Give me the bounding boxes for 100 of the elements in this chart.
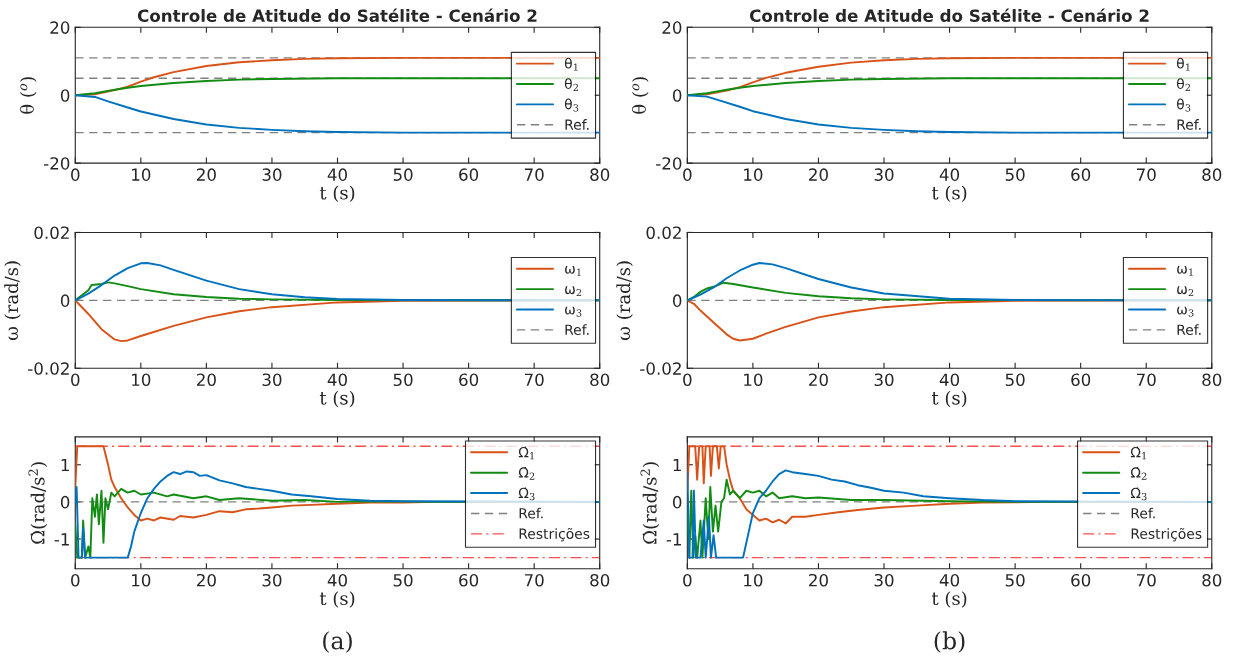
y-tick-label: 20 bbox=[662, 21, 682, 34]
x-tick-label: 60 bbox=[459, 168, 479, 181]
x-tick-label: 30 bbox=[874, 373, 894, 387]
y-tick-label: -1 bbox=[666, 533, 681, 546]
y-axis-title: θ ($^{o}$) bbox=[631, 77, 649, 114]
x-axis-title: t (s) bbox=[931, 390, 967, 408]
legend-label: Ω̇$_{3}$ bbox=[1130, 487, 1147, 501]
x-tick-label: 40 bbox=[327, 573, 347, 587]
x-tick-label: 50 bbox=[1005, 573, 1025, 587]
x-tick-label: 20 bbox=[197, 168, 216, 181]
y-tick-label: 0 bbox=[60, 294, 70, 307]
y-axis-title: Ω̇(rad/s$^{2}$) bbox=[28, 462, 48, 544]
x-axis-title: t (s) bbox=[319, 185, 355, 203]
x-tick-label: 10 bbox=[132, 573, 151, 587]
legend-label: Ω̇$_{1}$ bbox=[1130, 446, 1146, 460]
x-tick-label: 20 bbox=[197, 573, 216, 587]
x-tick-label: 40 bbox=[939, 373, 960, 387]
ref-line-label: Ref. bbox=[1131, 507, 1155, 519]
x-tick-label: 20 bbox=[809, 373, 828, 387]
x-tick-label: 50 bbox=[393, 573, 413, 587]
x-tick-label: 40 bbox=[939, 168, 960, 181]
x-tick-label: 10 bbox=[132, 168, 151, 181]
y-tick-label: 0 bbox=[672, 89, 682, 102]
x-tick-label: 80 bbox=[1202, 373, 1222, 387]
x-tick-label: 60 bbox=[1071, 373, 1091, 387]
legend-label: Ω̇$_{2}$ bbox=[518, 467, 535, 480]
x-tick-label: 60 bbox=[1071, 168, 1091, 181]
x-tick-label: 60 bbox=[459, 373, 479, 387]
x-tick-label: 70 bbox=[524, 573, 544, 587]
legend-label: ω$_{3}$ bbox=[1177, 306, 1194, 317]
legend-label: Ω̇$_{2}$ bbox=[1130, 467, 1147, 480]
y-tick-label: -0.02 bbox=[28, 362, 69, 375]
y-axis-title: ω (rad/s) bbox=[4, 261, 21, 340]
x-tick-label: 70 bbox=[1136, 373, 1156, 387]
legend-label: θ$_{1}$ bbox=[1176, 57, 1190, 71]
y-tick-label: 0.02 bbox=[34, 226, 69, 239]
x-tick-label: 50 bbox=[393, 168, 413, 181]
chart-title: Controle de Atitude do Satélite - Cenário 2 bbox=[137, 8, 537, 22]
x-tick-label: 80 bbox=[590, 168, 610, 181]
x-tick-label: 50 bbox=[393, 373, 413, 387]
text: (a) bbox=[323, 631, 352, 653]
x-axis-title: t (s) bbox=[319, 591, 355, 608]
legend-label: ω$_{1}$ bbox=[1177, 265, 1193, 276]
y-tick-label: -20 bbox=[656, 157, 682, 170]
x-axis-title: t (s) bbox=[931, 185, 967, 203]
legend-label: ω$_{1}$ bbox=[565, 265, 581, 276]
legend-label: Ref. bbox=[565, 324, 589, 335]
x-tick-label: 0 bbox=[683, 573, 692, 587]
x-tick-label: 30 bbox=[262, 168, 282, 181]
x-tick-label: 70 bbox=[524, 168, 544, 181]
x-tick-label: 80 bbox=[1202, 168, 1222, 181]
legend-label: θ$_{2}$ bbox=[564, 78, 578, 92]
y-tick-label: 1 bbox=[673, 458, 681, 472]
legend-label: Ω̇$_{3}$ bbox=[518, 487, 535, 501]
y-tick-label: 1 bbox=[61, 458, 69, 472]
x-tick-label: 0 bbox=[71, 168, 80, 181]
x-tick-label: 0 bbox=[683, 373, 692, 387]
x-tick-label: 50 bbox=[1005, 373, 1025, 387]
x-tick-label: 0 bbox=[683, 168, 692, 181]
legend-label: Restrições bbox=[1131, 527, 1202, 542]
x-tick-label: 40 bbox=[939, 573, 960, 587]
x-tick-label: 60 bbox=[459, 573, 479, 587]
x-axis-title: t (s) bbox=[931, 591, 967, 608]
x-tick-label: 10 bbox=[744, 373, 763, 387]
legend-label: Ref. bbox=[1177, 119, 1201, 130]
y-tick-label: 0 bbox=[60, 495, 70, 509]
legend-label: θ$_{1}$ bbox=[564, 57, 578, 71]
text: (b) bbox=[934, 631, 965, 653]
x-tick-label: 70 bbox=[1136, 573, 1156, 587]
legend-label: θ$_{3}$ bbox=[564, 98, 579, 112]
x-tick-label: 70 bbox=[524, 373, 544, 387]
legend-label: Ref. bbox=[1177, 324, 1201, 335]
y-tick-label: -0.02 bbox=[640, 362, 681, 375]
x-tick-label: 10 bbox=[744, 168, 763, 181]
x-tick-label: 30 bbox=[262, 573, 282, 587]
y-axis-title: θ ($^{o}$) bbox=[19, 77, 37, 114]
x-tick-label: 80 bbox=[1202, 573, 1222, 587]
y-axis-title: ω (rad/s) bbox=[616, 261, 633, 340]
x-tick-label: 40 bbox=[327, 168, 347, 181]
legend-label: ω$_{2}$ bbox=[565, 286, 582, 297]
y-tick-label: 20 bbox=[50, 21, 70, 34]
legend-label: Ref. bbox=[565, 119, 589, 130]
x-tick-label: 80 bbox=[590, 373, 610, 387]
legend-label: θ$_{3}$ bbox=[1176, 98, 1191, 112]
x-tick-label: 60 bbox=[1071, 573, 1091, 587]
x-tick-label: 30 bbox=[262, 373, 282, 387]
x-tick-label: 70 bbox=[1136, 168, 1156, 181]
chart-title: Controle de Atitude do Satélite - Cenário 2 bbox=[749, 8, 1149, 22]
y-tick-label: 0 bbox=[672, 294, 682, 307]
ref-line-label: Ref. bbox=[519, 507, 543, 519]
x-tick-label: 50 bbox=[1005, 168, 1025, 181]
x-tick-label: 30 bbox=[874, 573, 894, 587]
x-axis-title: t (s) bbox=[319, 390, 355, 408]
y-tick-label: 0.02 bbox=[646, 226, 681, 239]
x-tick-label: 10 bbox=[132, 373, 151, 387]
legend-label: Restrições bbox=[519, 527, 590, 542]
x-tick-label: 0 bbox=[71, 573, 80, 587]
x-tick-label: 80 bbox=[590, 573, 610, 587]
legend-label: Ω̇$_{1}$ bbox=[518, 446, 534, 460]
x-tick-label: 0 bbox=[71, 373, 80, 387]
